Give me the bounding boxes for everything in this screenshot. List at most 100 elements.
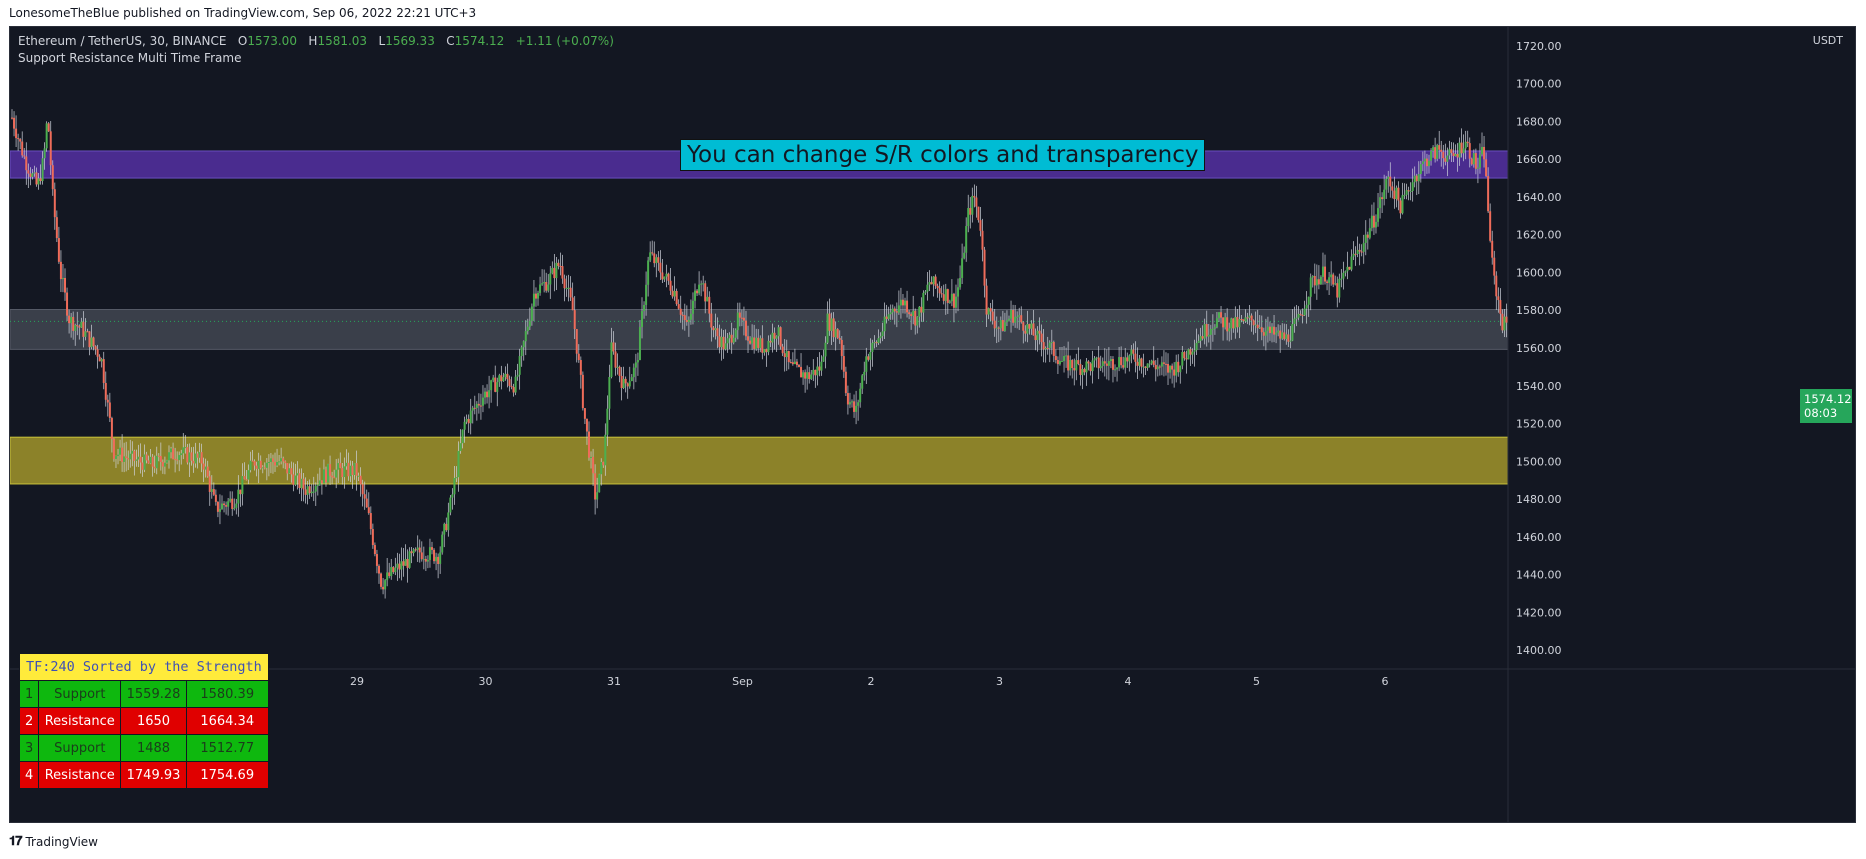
candle-body: [1065, 355, 1068, 357]
candle-body: [23, 155, 26, 157]
candle-body: [889, 312, 892, 315]
last-price-tag: 1574.12 08:03: [1800, 389, 1852, 423]
candle-body: [102, 359, 105, 383]
candle-body: [661, 272, 664, 280]
candle-body: [363, 494, 366, 499]
candle-body: [90, 337, 93, 348]
candle-body: [636, 360, 639, 363]
candle-body: [125, 456, 128, 458]
candle-body: [194, 453, 197, 464]
candle-body: [1324, 266, 1327, 282]
candle-body: [1423, 158, 1426, 162]
candle-body: [726, 338, 729, 344]
candle-body: [638, 326, 641, 361]
candle-body: [1470, 158, 1473, 165]
indicator-title[interactable]: Support Resistance Multi Time Frame: [18, 51, 242, 65]
candle-body: [345, 462, 348, 467]
candle-body: [1171, 365, 1174, 370]
candle-body: [812, 369, 815, 375]
candle-body: [257, 460, 260, 469]
candle-body: [1169, 365, 1172, 373]
candle-body: [1230, 318, 1233, 329]
sr-cell-to: 1580.39: [185, 680, 269, 708]
candle-body: [1436, 145, 1439, 159]
candle-body: [561, 266, 564, 279]
candle-body: [1301, 314, 1304, 316]
candle-body: [1256, 324, 1259, 329]
candle-body: [1366, 234, 1369, 238]
candle-body: [29, 173, 32, 177]
candle-body: [64, 277, 67, 293]
candle-body: [414, 549, 417, 551]
footer-brand[interactable]: TradingView: [25, 834, 98, 849]
candle-body: [1215, 318, 1218, 328]
candle-body: [137, 456, 140, 460]
candle-body: [1332, 274, 1335, 285]
candle-body: [759, 338, 762, 348]
candle-body: [600, 461, 603, 475]
candle-body: [243, 476, 246, 480]
candle-body: [1476, 167, 1479, 169]
candle-body: [740, 317, 743, 319]
candle-body: [76, 325, 79, 327]
candle-body: [728, 334, 731, 339]
candle-body: [1281, 332, 1284, 339]
candle-body: [131, 450, 134, 454]
candle-body: [775, 336, 778, 339]
candle-body: [1022, 322, 1025, 331]
candle-body: [855, 405, 858, 412]
candle-body: [182, 447, 185, 454]
candle-body: [714, 328, 717, 331]
sr-cell-idx: 4: [18, 761, 40, 789]
candle-body: [926, 284, 929, 292]
candle-body: [1478, 154, 1481, 168]
candle-body: [21, 141, 24, 156]
candle-body: [995, 327, 998, 329]
candle-body: [567, 287, 570, 289]
candle-body: [950, 293, 953, 302]
candle-body: [467, 418, 470, 424]
candle-body: [614, 351, 617, 368]
candle-body: [814, 369, 817, 376]
candle-body: [296, 473, 299, 476]
sr-cell-kind: Support: [38, 680, 122, 708]
candle-body: [1140, 358, 1143, 367]
candle-body: [549, 273, 552, 285]
candle-body: [210, 489, 213, 492]
candle-body: [51, 165, 54, 190]
candle-body: [804, 372, 807, 379]
candle-body: [1446, 155, 1449, 162]
candle-body: [1136, 361, 1139, 366]
candle-body: [952, 293, 955, 308]
candle-body: [1293, 318, 1296, 324]
candle-body: [651, 252, 654, 254]
candle-body: [1234, 317, 1237, 329]
legend-symbol[interactable]: Ethereum / TetherUS, 30, BINANCE: [18, 34, 227, 48]
candle-body: [1342, 272, 1345, 279]
candle-body: [826, 313, 829, 343]
candle-body: [233, 507, 236, 509]
sr-table-header: TF:240 Sorted by the Strength: [19, 653, 269, 681]
candle-body: [1220, 312, 1223, 318]
candle-body: [1217, 312, 1220, 319]
candle-body: [390, 567, 393, 577]
candle-body: [832, 318, 835, 338]
candle-body: [108, 402, 111, 418]
sr-cell-to: 1754.69: [185, 761, 269, 789]
candle-body: [975, 197, 978, 207]
price-axis-unit: USDT: [1812, 34, 1843, 47]
candle-body: [1099, 366, 1102, 369]
candle-body: [1203, 324, 1206, 339]
candle-body: [121, 447, 124, 462]
candle-body: [473, 407, 476, 409]
candle-body: [398, 563, 401, 570]
candle-body: [891, 308, 894, 313]
candle-body: [1211, 328, 1214, 330]
candle-body: [55, 217, 58, 239]
candle-body: [753, 337, 756, 349]
candle-body: [324, 469, 327, 483]
chart-panel[interactable]: 1400.00 1420.00 1440.00 1460.00 1480.00 1500.…: [9, 26, 1856, 823]
tradingview-logo-icon[interactable]: 𝟏𝟕: [9, 834, 23, 849]
candle-body: [647, 260, 650, 285]
candle-body: [1205, 324, 1208, 337]
